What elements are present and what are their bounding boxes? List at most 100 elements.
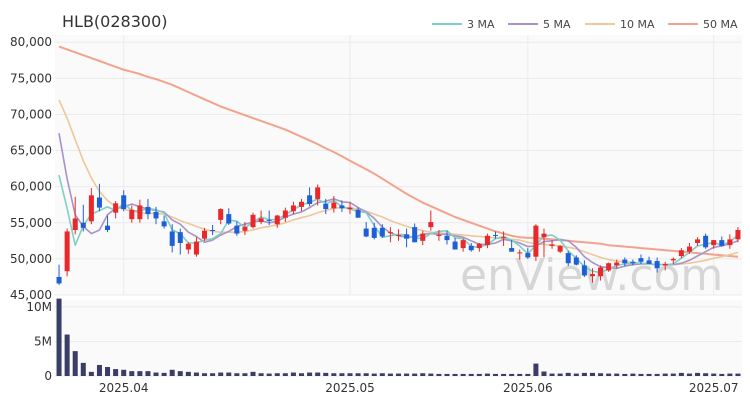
candle-body — [395, 235, 402, 237]
price-tick-label: 60,000 — [10, 180, 52, 194]
candle — [598, 265, 604, 281]
candle — [606, 262, 612, 272]
candle-body — [565, 253, 571, 264]
candle-body — [355, 209, 361, 218]
legend-label: 3 MA — [467, 18, 495, 31]
volume-bar — [315, 372, 321, 376]
candle-body — [371, 227, 377, 238]
candle — [565, 250, 571, 267]
price-tick-label: 50,000 — [10, 252, 52, 266]
volume-bar — [218, 372, 224, 376]
candle-body — [436, 235, 442, 237]
candle-body — [105, 225, 111, 230]
volume-bar — [121, 369, 127, 376]
volume-bar — [541, 371, 547, 376]
volume-bar — [185, 371, 191, 376]
candle — [169, 224, 175, 253]
candle-body — [64, 231, 70, 272]
volume-bar — [113, 369, 119, 376]
volume-bar — [646, 373, 652, 376]
chart-legend: 3 MA 5 MA 10 MA 50 MA — [432, 18, 738, 31]
candle — [226, 208, 232, 225]
candle — [387, 227, 393, 243]
volume-bar — [735, 373, 741, 376]
candle — [80, 204, 86, 232]
volume-bar — [234, 373, 240, 376]
candle-body — [703, 235, 709, 248]
candle-body — [379, 227, 385, 237]
candle — [581, 260, 587, 277]
candle-body — [735, 230, 741, 240]
volume-bar — [290, 372, 296, 376]
candle — [703, 233, 709, 249]
volume-bar — [492, 373, 498, 376]
candle-body — [476, 243, 482, 249]
legend-item-ma50[interactable]: 50 MA — [668, 18, 738, 31]
date-tick-label: 2025.04 — [99, 381, 149, 395]
volume-bar — [638, 373, 644, 376]
candle — [290, 201, 296, 215]
candle — [250, 212, 256, 229]
candle — [662, 261, 668, 271]
candle — [476, 243, 482, 252]
volume-bar — [703, 373, 709, 376]
candle-body — [727, 239, 733, 246]
price-tick-label: 70,000 — [10, 107, 52, 121]
candle-body — [501, 237, 507, 239]
candle — [121, 190, 127, 212]
candle — [589, 268, 595, 283]
candle-body — [428, 222, 434, 228]
candle — [614, 259, 620, 269]
candle-body — [695, 239, 701, 243]
volume-bar — [695, 372, 701, 376]
legend-item-ma3[interactable]: 3 MA — [432, 18, 495, 31]
date-tick-label: 2025.07 — [689, 381, 739, 395]
volume-bar — [630, 373, 636, 376]
candle-body — [509, 248, 515, 252]
candle-body — [589, 274, 595, 277]
candle-body — [460, 240, 466, 249]
candle — [193, 237, 199, 257]
candle-body — [113, 203, 119, 213]
volume-bar — [363, 373, 369, 376]
price-tick-label: 75,000 — [10, 71, 52, 85]
candle — [105, 215, 111, 233]
candle — [670, 257, 676, 264]
volume-bar — [202, 373, 208, 376]
candle — [484, 233, 490, 249]
volume-bar — [476, 373, 482, 376]
candle-body — [315, 187, 321, 199]
candle-body — [282, 210, 288, 218]
volume-bar — [105, 367, 111, 376]
volume-tick-label: 10M — [26, 300, 52, 314]
candle — [56, 264, 62, 285]
candle-body — [557, 245, 563, 252]
candle-body — [242, 227, 248, 231]
candle-body — [387, 232, 393, 234]
legend-item-ma5[interactable]: 5 MA — [508, 18, 571, 31]
candle — [379, 224, 385, 238]
candle-body — [177, 232, 183, 243]
volume-bar — [517, 373, 523, 376]
candle-body — [686, 246, 692, 252]
candle — [695, 237, 701, 246]
candle — [153, 206, 159, 225]
candle-body — [614, 262, 620, 266]
candle-body — [161, 221, 167, 227]
price-tick-label: 45,000 — [10, 288, 52, 302]
volume-bar — [598, 373, 604, 376]
candle-body — [145, 206, 151, 215]
volume-bar — [565, 372, 571, 376]
volume-bar — [428, 373, 434, 376]
candle-body — [517, 252, 523, 254]
volume-bar — [589, 372, 595, 376]
legend-item-ma10[interactable]: 10 MA — [585, 18, 655, 31]
candle — [517, 249, 523, 260]
candle-body — [185, 243, 191, 250]
candle — [218, 208, 224, 225]
candle-body — [331, 202, 337, 209]
volume-bar — [686, 373, 692, 376]
volume-tick-label: 5M — [34, 334, 52, 348]
volume-bar — [153, 372, 159, 376]
volume-bar — [72, 351, 78, 376]
